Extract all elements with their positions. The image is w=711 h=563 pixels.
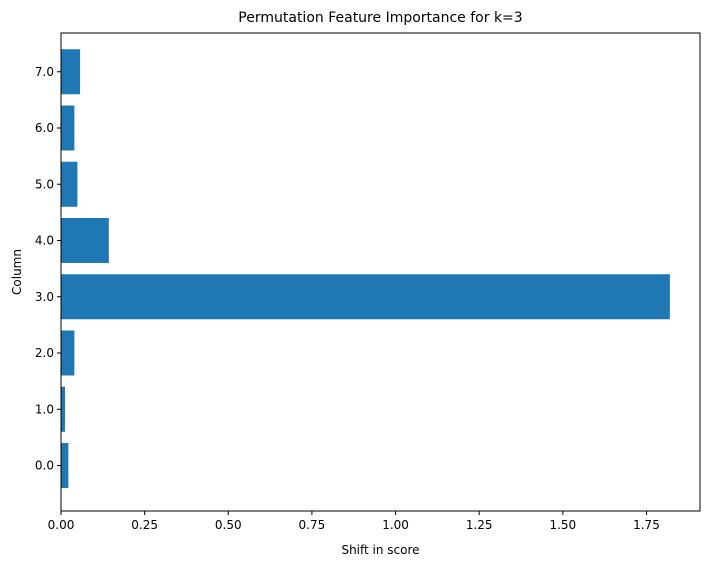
x-tick-label: 0.25 bbox=[131, 518, 158, 532]
chart-title: Permutation Feature Importance for k=3 bbox=[238, 10, 522, 26]
x-tick-label: 1.25 bbox=[466, 518, 493, 532]
y-tick-label: 0.0 bbox=[35, 459, 54, 473]
y-axis-label: Column bbox=[10, 249, 24, 295]
bar-5.0 bbox=[61, 161, 78, 207]
x-tick-label: 1.00 bbox=[382, 518, 409, 532]
x-axis-label: Shift in score bbox=[341, 543, 419, 557]
x-tick-label: 0.75 bbox=[299, 518, 326, 532]
x-tick-label: 1.50 bbox=[549, 518, 576, 532]
y-tick-label: 2.0 bbox=[35, 346, 54, 360]
y-tick-label: 3.0 bbox=[35, 290, 54, 304]
x-tick-label: 1.75 bbox=[633, 518, 660, 532]
bars-group bbox=[61, 49, 670, 488]
bar-1.0 bbox=[61, 386, 66, 432]
bar-7.0 bbox=[61, 49, 81, 95]
bar-0.0 bbox=[61, 443, 69, 488]
plot-frame bbox=[60, 32, 701, 512]
bar-6.0 bbox=[61, 105, 75, 151]
bar-2.0 bbox=[61, 330, 75, 376]
x-tick-label: 0.00 bbox=[48, 518, 75, 532]
x-axis-ticks: 0.00 0.25 0.50 0.75 1.00 1.25 1.50 1.75 bbox=[48, 511, 660, 532]
bar-3.0 bbox=[61, 274, 670, 320]
y-tick-label: 1.0 bbox=[35, 402, 54, 416]
x-tick-label: 0.50 bbox=[215, 518, 242, 532]
bar-4.0 bbox=[61, 218, 109, 263]
y-axis-ticks: 0.0 1.0 2.0 3.0 4.0 5.0 6.0 7.0 bbox=[35, 65, 61, 473]
y-tick-label: 6.0 bbox=[35, 121, 54, 135]
y-tick-label: 5.0 bbox=[35, 177, 54, 191]
y-tick-label: 4.0 bbox=[35, 234, 54, 248]
y-tick-label: 7.0 bbox=[35, 65, 54, 79]
